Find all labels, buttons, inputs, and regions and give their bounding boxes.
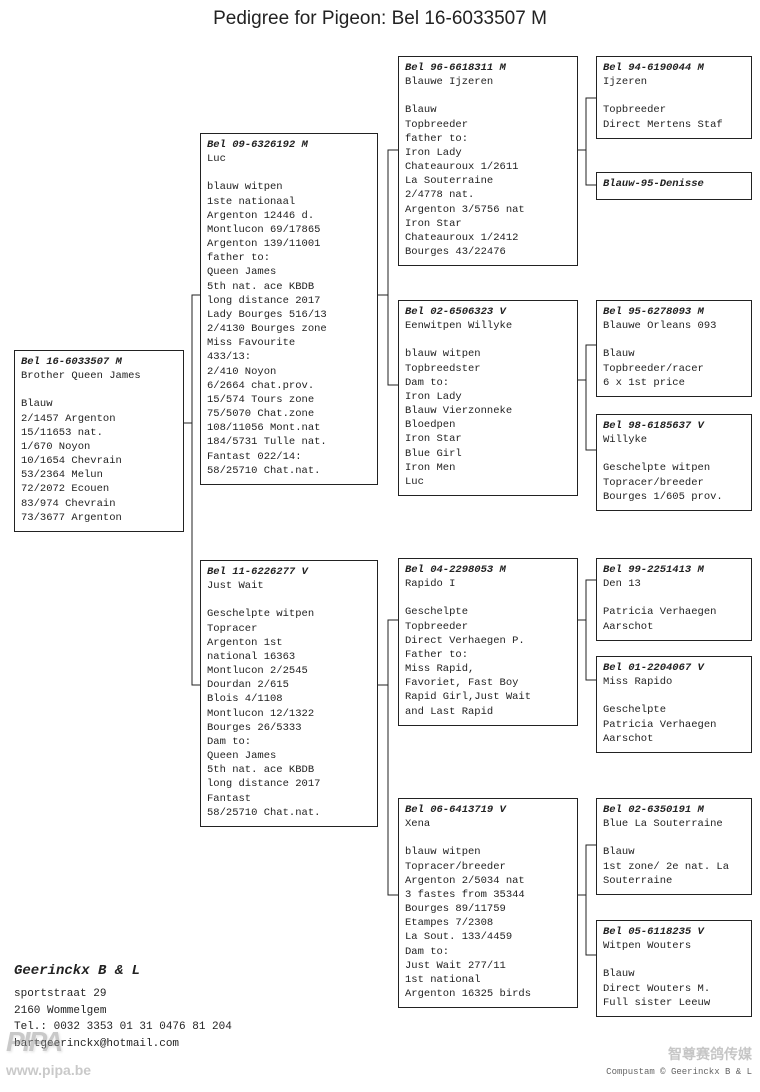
subject-name: Brother Queen James (21, 369, 177, 383)
gp-sd-lines: blauw witpenTopbreedsterDam to:Iron Lady… (405, 347, 571, 489)
dam-lines: Geschelpte witpenTopracerArgenton 1stnat… (207, 607, 371, 820)
ggp-ssd-ring: Blauw-95-Denisse (603, 177, 745, 191)
gp-ss-ring: Bel 96-6618311 M (405, 61, 571, 75)
pipa-url: www.pipa.be (6, 1061, 91, 1080)
subject-box: Bel 16-6033507 M Brother Queen James Bla… (14, 350, 184, 532)
ggp-dsd-name: Miss Rapido (603, 675, 745, 689)
gp-sd-name: Eenwitpen Willyke (405, 319, 571, 333)
subject-lines: Blauw2/1457 Argenton15/11653 nat.1/670 N… (21, 397, 177, 525)
watermark-cn: 智尊赛鸽传媒 (668, 1045, 752, 1064)
ggp-ddd-box: Bel 05-6118235 V Witpen Wouters BlauwDir… (596, 920, 752, 1017)
pipa-logo: PIPA (6, 1023, 91, 1061)
ggp-dss-lines: Patricia VerhaegenAarschot (603, 605, 745, 633)
gp-dd-name: Xena (405, 817, 571, 831)
owner-name: Geerinckx B & L (14, 961, 232, 982)
gp-ss-box: Bel 96-6618311 M Blauwe Ijzeren BlauwTop… (398, 56, 578, 266)
ggp-ddd-lines: BlauwDirect Wouters M.Full sister Leeuw (603, 967, 745, 1010)
ggp-ddd-ring: Bel 05-6118235 V (603, 925, 745, 939)
credit-line: Compustam © Geerinckx B & L (606, 1066, 752, 1078)
gp-sd-box: Bel 02-6506323 V Eenwitpen Willyke blauw… (398, 300, 578, 496)
ggp-sdd-lines: Geschelpte witpenTopracer/breederBourges… (603, 461, 745, 504)
ggp-dds-name: Blue La Souterraine (603, 817, 745, 831)
gp-dd-ring: Bel 06-6413719 V (405, 803, 571, 817)
ggp-sdd-ring: Bel 98-6185637 V (603, 419, 745, 433)
sire-name: Luc (207, 152, 371, 166)
ggp-dds-lines: Blauw1st zone/ 2e nat. LaSouterraine (603, 845, 745, 888)
sire-lines: blauw witpen1ste nationaalArgenton 12446… (207, 180, 371, 478)
ggp-ssd-box: Blauw-95-Denisse (596, 172, 752, 200)
ggp-sds-ring: Bel 95-6278093 M (603, 305, 745, 319)
ggp-ddd-name: Witpen Wouters (603, 939, 745, 953)
ggp-sds-box: Bel 95-6278093 M Blauwe Orleans 093 Blau… (596, 300, 752, 397)
ggp-dds-ring: Bel 02-6350191 M (603, 803, 745, 817)
sire-box: Bel 09-6326192 M Luc blauw witpen1ste na… (200, 133, 378, 485)
ggp-sss-lines: TopbreederDirect Mertens Staf (603, 103, 745, 131)
ggp-sss-name: Ijzeren (603, 75, 745, 89)
ggp-dds-box: Bel 02-6350191 M Blue La Souterraine Bla… (596, 798, 752, 895)
ggp-dss-box: Bel 99-2251413 M Den 13 Patricia Verhaeg… (596, 558, 752, 641)
page-title: Pedigree for Pigeon: Bel 16-6033507 M (0, 6, 760, 32)
dam-ring: Bel 11-6226277 V (207, 565, 371, 579)
gp-sd-ring: Bel 02-6506323 V (405, 305, 571, 319)
dam-box: Bel 11-6226277 V Just Wait Geschelpte wi… (200, 560, 378, 827)
ggp-dsd-ring: Bel 01-2204067 V (603, 661, 745, 675)
sire-ring: Bel 09-6326192 M (207, 138, 371, 152)
ggp-sss-ring: Bel 94-6190044 M (603, 61, 745, 75)
gp-ds-ring: Bel 04-2298053 M (405, 563, 571, 577)
ggp-sss-box: Bel 94-6190044 M Ijzeren TopbreederDirec… (596, 56, 752, 139)
ggp-sds-name: Blauwe Orleans 093 (603, 319, 745, 333)
ggp-sdd-box: Bel 98-6185637 V Willyke Geschelpte witp… (596, 414, 752, 511)
dam-name: Just Wait (207, 579, 371, 593)
subject-ring: Bel 16-6033507 M (21, 355, 177, 369)
gp-ds-box: Bel 04-2298053 M Rapido I GeschelpteTopb… (398, 558, 578, 726)
gp-dd-lines: blauw witpenTopracer/breederArgenton 2/5… (405, 845, 571, 1001)
ggp-dss-ring: Bel 99-2251413 M (603, 563, 745, 577)
gp-ss-name: Blauwe Ijzeren (405, 75, 571, 89)
gp-ds-name: Rapido I (405, 577, 571, 591)
gp-ds-lines: GeschelpteTopbreederDirect Verhaegen P.F… (405, 605, 571, 718)
gp-dd-box: Bel 06-6413719 V Xena blauw witpenToprac… (398, 798, 578, 1008)
ggp-sds-lines: BlauwTopbreeder/racer6 x 1st price (603, 347, 745, 390)
pipa-watermark: PIPA www.pipa.be (6, 1023, 91, 1080)
ggp-dss-name: Den 13 (603, 577, 745, 591)
ggp-sdd-name: Willyke (603, 433, 745, 447)
gp-ss-lines: BlauwTopbreederfather to:Iron LadyChatea… (405, 103, 571, 259)
ggp-dsd-box: Bel 01-2204067 V Miss Rapido GeschelpteP… (596, 656, 752, 753)
ggp-dsd-lines: GeschelptePatricia VerhaegenAarschot (603, 703, 745, 746)
